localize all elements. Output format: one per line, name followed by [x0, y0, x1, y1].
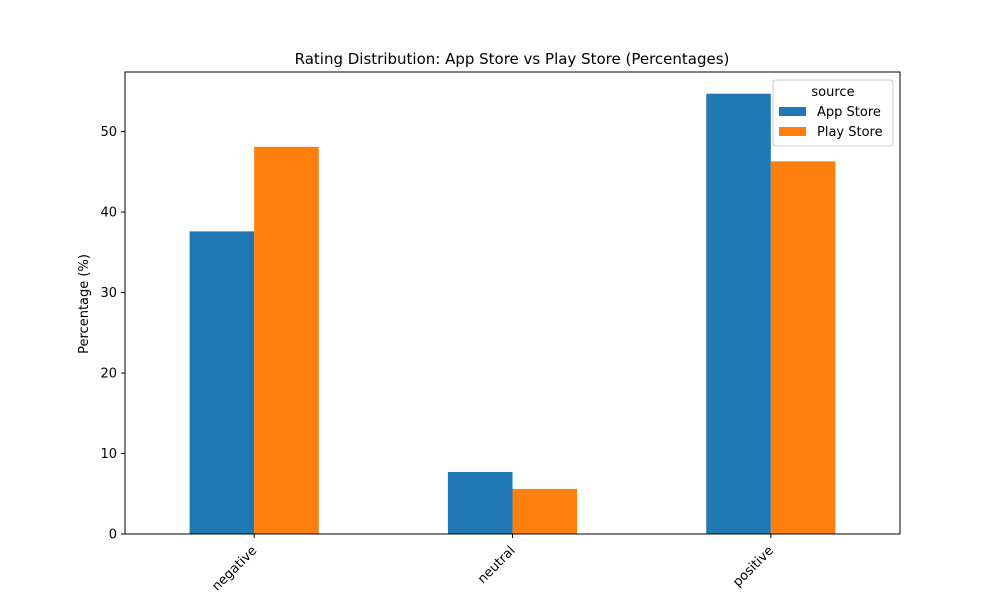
bar-negative-app-store: [189, 231, 255, 534]
legend-title: source: [811, 85, 854, 100]
y-axis-label: Percentage (%): [77, 254, 92, 354]
y-tick-label: 10: [100, 447, 117, 462]
legend-swatch: [779, 107, 806, 116]
y-tick-label: 20: [100, 367, 117, 382]
bar-neutral-play-store: [512, 488, 578, 534]
y-tick-label: 30: [100, 286, 117, 301]
x-tick-label: positive: [730, 543, 777, 590]
y-tick-label: 50: [100, 125, 117, 140]
bar-neutral-app-store: [447, 472, 513, 534]
bar-negative-play-store: [254, 146, 319, 534]
bar-positive-app-store: [706, 93, 771, 534]
chart-title: Rating Distribution: App Store vs Play S…: [295, 50, 730, 68]
plot-area: 0 10 20 30 40 50 negative neutral positive: [100, 71, 901, 594]
x-tick-label: negative: [209, 543, 260, 594]
bar-positive-play-store: [770, 161, 836, 534]
y-tick-label: 0: [109, 528, 117, 543]
legend-entry: App Store: [817, 105, 881, 120]
legend: source App Store Play Store: [772, 79, 894, 147]
x-tick-label: neutral: [475, 543, 518, 586]
y-tick-label: 40: [100, 206, 117, 221]
legend-swatch: [779, 127, 806, 136]
legend-entry: Play Store: [817, 125, 883, 140]
